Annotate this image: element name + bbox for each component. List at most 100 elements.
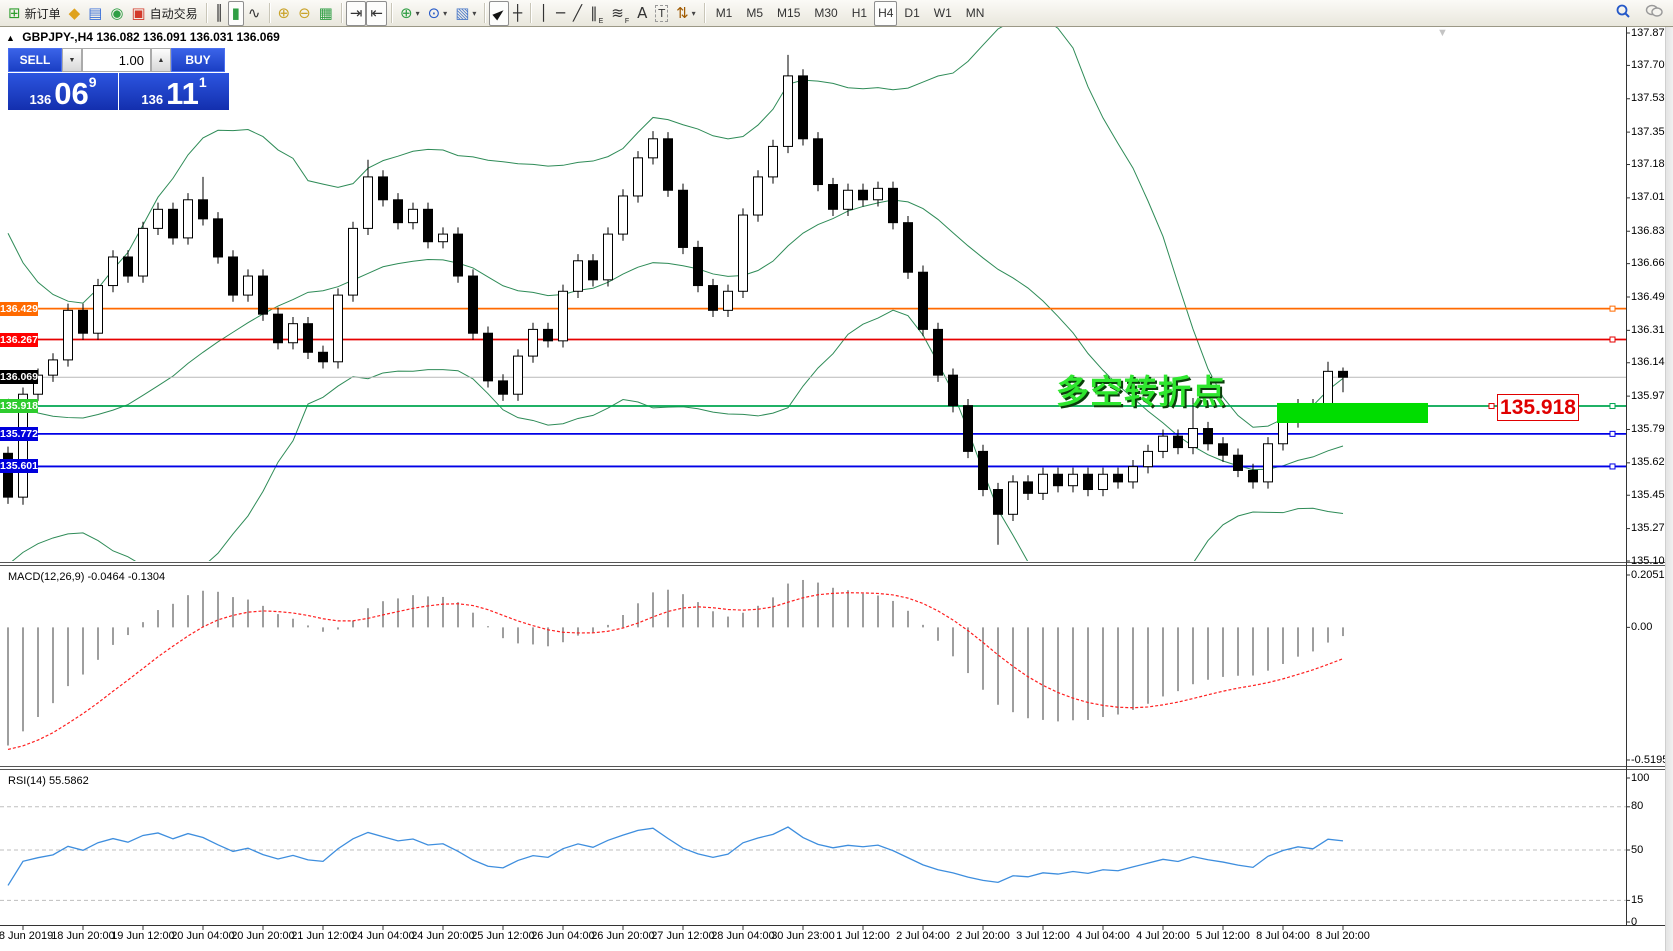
price-tick-label: 136.490 <box>1631 290 1671 303</box>
chat-icon[interactable] <box>1645 3 1663 24</box>
timeframe-h4-button[interactable]: H4 <box>874 0 898 26</box>
time-axis-label: 8 Jul 04:00 <box>1256 930 1310 942</box>
price-tick-label: 135.795 <box>1631 422 1671 435</box>
crosshair-button[interactable]: ┼ <box>509 2 526 25</box>
navigator-icon: ◉ <box>110 3 124 22</box>
crosshair-icon: ┼ <box>512 3 522 22</box>
bar-chart-icon: ║ <box>214 3 224 22</box>
time-axis-label: 24 Jun 20:00 <box>411 930 475 942</box>
rsi-indicator-label: RSI(14) 55.5862 <box>8 775 89 787</box>
tile-windows-button[interactable]: ▦ <box>315 2 337 25</box>
candlestick-chart-icon: ▮ <box>231 3 240 22</box>
chart-shift-marker-icon[interactable]: ▼ <box>1437 27 1448 39</box>
rsi-tick-label: 80 <box>1631 800 1644 813</box>
chart-canvas[interactable]: ▲ GBPJPY-,H4 136.082 136.091 136.031 136… <box>0 27 1673 951</box>
new-order-button-label: 新订单 <box>24 6 61 21</box>
vertical-line-button[interactable]: │ <box>535 2 552 25</box>
indicators-icon: ⊕ <box>400 3 413 22</box>
rsi-tick-label: 100 <box>1631 771 1650 784</box>
timeframe-m5-button[interactable]: M5 <box>746 6 764 20</box>
auto-trading-button-label: 自动交易 <box>149 6 198 21</box>
time-axis-label: 26 Jun 04:00 <box>531 930 595 942</box>
equidistant-channel-button[interactable]: ∥ E <box>590 3 604 25</box>
search-icon[interactable] <box>1615 3 1631 24</box>
toolbar-separator <box>484 3 486 23</box>
new-order-button[interactable]: ⊞ 新订单 <box>4 2 65 25</box>
timeframe-h1-button[interactable]: H1 <box>851 6 868 20</box>
time-axis-label: 27 Jun 12:00 <box>651 930 715 942</box>
time-axis-label: 8 Jul 20:00 <box>1316 930 1370 942</box>
market-watch-button[interactable]: ◆ <box>65 2 85 25</box>
rsi-tick-label: 0 <box>1631 915 1638 928</box>
timeframe-m1-button[interactable]: M1 <box>715 6 733 20</box>
toolbar-separator <box>268 3 270 23</box>
price-tick-label: 137.010 <box>1631 191 1671 204</box>
data-window-icon: ▤ <box>88 3 103 22</box>
sell-price[interactable]: 136 06 9 <box>8 73 118 110</box>
collapse-panel-icon[interactable]: ▲ <box>6 33 15 43</box>
vertical-scrollbar[interactable] <box>1665 27 1673 951</box>
zoom-out-button[interactable]: ⊖ <box>294 2 315 25</box>
dropdown-arrow-icon[interactable]: ▾ <box>472 8 477 18</box>
dropdown-arrow-icon[interactable]: ▾ <box>691 8 696 18</box>
arrows-button[interactable]: ⇅ ▾ <box>672 2 700 25</box>
data-window-button[interactable]: ▤ <box>84 2 106 25</box>
text-label-button[interactable]: T <box>651 2 672 25</box>
price-note-box[interactable]: 135.918 <box>1497 394 1579 421</box>
buy-price-sup: 1 <box>198 74 207 90</box>
price-tick-label: 136.315 <box>1631 323 1671 336</box>
dropdown-arrow-icon[interactable]: ▾ <box>415 8 420 18</box>
horizontal-line-button[interactable]: ─ <box>552 2 569 25</box>
price-tick-label: 135.450 <box>1631 488 1671 501</box>
auto-trading-button[interactable]: ▣ 自动交易 <box>127 2 201 25</box>
auto-scroll-button[interactable]: ⇥ <box>345 0 367 26</box>
zoom-in-button[interactable]: ⊕ <box>274 2 295 25</box>
buy-button[interactable]: BUY <box>171 48 225 72</box>
price-tick-label: 137.530 <box>1631 92 1671 105</box>
buy-price[interactable]: 136 11 1 <box>119 73 229 110</box>
templates-button[interactable]: ▧ ▾ <box>451 2 480 25</box>
timeframe-m30-button[interactable]: M30 <box>814 6 838 20</box>
price-line-badge: 135.918 <box>0 399 38 414</box>
toolbar-separator <box>529 3 531 23</box>
timeframe-mn-button[interactable]: MN <box>965 6 985 20</box>
periods-button[interactable]: ⊙ ▾ <box>424 2 452 25</box>
time-axis-label: 1 Jul 12:00 <box>836 930 890 942</box>
time-axis-label: 30 Jun 23:00 <box>771 930 835 942</box>
timeframe-d1-button[interactable]: D1 <box>904 6 920 20</box>
rsi-tick-label: 50 <box>1631 843 1644 856</box>
fibonacci-button[interactable]: ≋ F <box>611 3 630 25</box>
bar-chart-button[interactable]: ║ <box>211 2 228 25</box>
text-label-icon: T <box>655 4 669 22</box>
chart-annotation-text: 多空转折点 <box>1056 373 1226 410</box>
macd-tick-label: -0.5195 <box>1631 753 1669 766</box>
time-axis-label: 5 Jul 12:00 <box>1196 930 1250 942</box>
sell-button[interactable]: SELL <box>8 48 62 72</box>
price-line-badge: 135.601 <box>0 459 38 474</box>
toolbar-separator <box>340 3 342 23</box>
zoom-in-icon: ⊕ <box>277 3 291 22</box>
indicators-button[interactable]: ⊕ ▾ <box>396 2 424 25</box>
symbol-ohlc: 136.082 136.091 136.031 136.069 <box>96 30 280 44</box>
navigator-button[interactable]: ◉ <box>106 2 127 25</box>
price-tick-label: 136.665 <box>1631 257 1671 270</box>
rsi-tick-label: 15 <box>1631 893 1644 906</box>
templates-icon: ▧ <box>455 3 470 22</box>
line-chart-button[interactable]: ∿ <box>244 2 265 25</box>
cursor-button[interactable]: ► <box>489 0 509 26</box>
time-axis-label: 26 Jun 20:00 <box>591 930 655 942</box>
new-order-icon: ⊞ <box>8 3 21 22</box>
volume-decrease-button[interactable]: ▼ <box>62 48 82 72</box>
timeframe-w1-button[interactable]: W1 <box>933 6 952 20</box>
chart-drawing <box>0 27 1673 930</box>
auto-trading-icon: ▣ <box>131 3 146 22</box>
chart-shift-button[interactable]: ⇤ <box>366 0 387 26</box>
candlestick-chart-button[interactable]: ▮ <box>227 0 244 26</box>
trendline-button[interactable]: ╱ <box>569 2 586 25</box>
volume-increase-button[interactable]: ▲ <box>151 48 171 72</box>
volume-input[interactable] <box>82 48 151 72</box>
timeframe-m15-button[interactable]: M15 <box>777 6 801 20</box>
sell-price-sup: 9 <box>88 74 97 90</box>
dropdown-arrow-icon[interactable]: ▾ <box>443 8 448 18</box>
text-button[interactable]: A <box>633 2 651 25</box>
